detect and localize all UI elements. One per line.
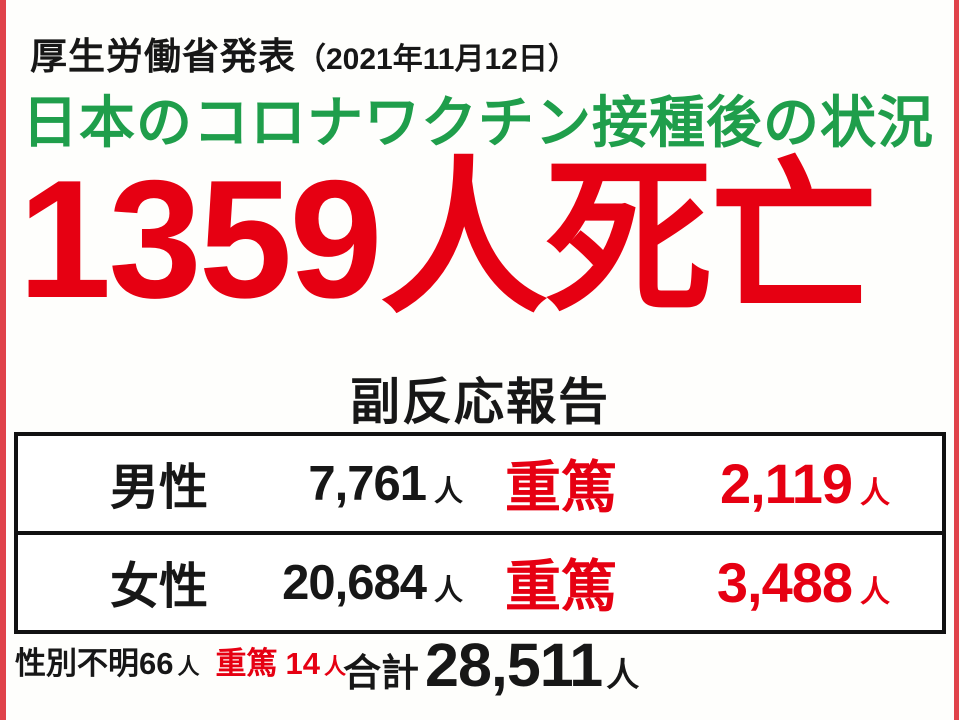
adverse-reaction-table: 男性 7,761 人 重篤 2,119 人 女性 20,684 人 重篤 3,4… bbox=[14, 432, 946, 634]
gender-label: 男性 bbox=[110, 461, 209, 515]
table-row-female: 女性 20,684 人 重篤 3,488 人 bbox=[18, 531, 942, 630]
source-line: 厚生労働省発表（2021年11月12日） bbox=[30, 26, 578, 80]
death-toll-suffix: 人死亡 bbox=[379, 145, 878, 333]
severe-count: 3,488 bbox=[716, 551, 853, 614]
severe-label: 重篤 bbox=[505, 555, 617, 618]
footnote-severe-label: 重篤 bbox=[215, 646, 278, 681]
count-unit: 人 bbox=[434, 475, 464, 508]
table-row-male: 男性 7,761 人 重篤 2,119 人 bbox=[18, 436, 942, 531]
unknown-gender-footnote: 性別不明 66 人重篤 14 人 bbox=[15, 638, 346, 683]
left-red-border bbox=[0, 0, 6, 720]
severe-unit: 人 bbox=[860, 575, 890, 609]
report-title: 副反応報告 bbox=[350, 374, 610, 430]
right-red-border bbox=[954, 0, 959, 720]
total-unit: 人 bbox=[606, 656, 640, 693]
death-toll-number: 1359 bbox=[18, 145, 383, 333]
death-toll-headline: 1359人死亡 bbox=[18, 143, 948, 336]
severe-unit: 人 bbox=[860, 476, 890, 510]
total-label: 合計 bbox=[343, 653, 420, 695]
unknown-count: 66 bbox=[139, 646, 174, 681]
severe-group: 重篤 2,119 人 bbox=[505, 443, 890, 524]
report-count: 20,684 bbox=[282, 555, 427, 610]
total-line: 合計 28,511 人 bbox=[343, 630, 639, 700]
gender-label: 女性 bbox=[110, 560, 209, 614]
announcement-date: （2021年11月12日） bbox=[296, 43, 578, 76]
unknown-label: 性別不明 bbox=[15, 646, 139, 681]
page-title: 日本のコロナワクチン接種後の状況 bbox=[22, 91, 934, 154]
footnote-severe-count: 14 bbox=[285, 646, 320, 681]
unknown-unit: 人 bbox=[177, 654, 200, 679]
severe-count: 2,119 bbox=[719, 452, 853, 515]
source-label: 厚生労働省発表 bbox=[30, 36, 296, 77]
count-unit: 人 bbox=[434, 574, 464, 607]
total-count: 28,511 bbox=[425, 631, 603, 699]
report-count: 7,761 bbox=[308, 456, 427, 511]
severe-group: 重篤 3,488 人 bbox=[505, 542, 890, 623]
footnote-severe-unit: 人 bbox=[323, 654, 346, 679]
severe-label: 重篤 bbox=[505, 456, 617, 519]
